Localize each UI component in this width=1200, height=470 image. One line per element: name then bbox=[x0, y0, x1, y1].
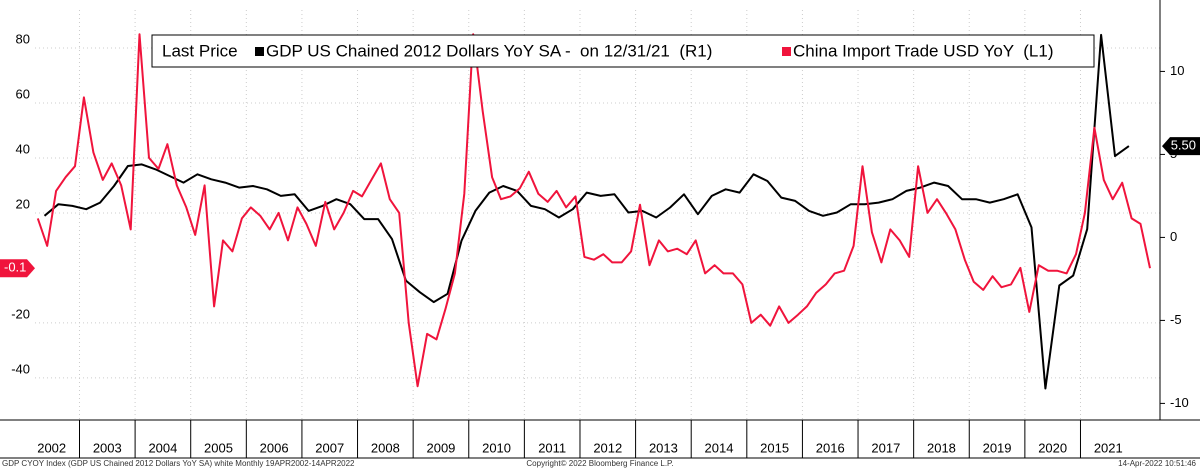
y2-tick-label: -5 bbox=[1170, 312, 1182, 327]
last-value-label: -0.1 bbox=[4, 260, 26, 275]
legend-title: Last Price bbox=[162, 41, 238, 60]
x-tick-label: 2016 bbox=[816, 440, 845, 455]
footer: Copyright© 2022 Bloomberg Finance L.P. bbox=[526, 459, 673, 468]
x-tick-label: 2011 bbox=[538, 440, 566, 455]
x-tick-label: 2021 bbox=[1094, 440, 1123, 455]
y2-tick-label: -10 bbox=[1170, 395, 1189, 410]
legend-swatch bbox=[255, 47, 264, 56]
y-tick-label: 40 bbox=[16, 141, 30, 156]
x-tick-label: 2009 bbox=[426, 440, 455, 455]
series-line bbox=[43, 33, 1130, 390]
x-tick-label: 2020 bbox=[1038, 440, 1067, 455]
x-tick-label: 2013 bbox=[649, 440, 678, 455]
x-tick-label: 2019 bbox=[983, 440, 1012, 455]
series-line bbox=[36, 33, 1151, 388]
y-tick-label: -20 bbox=[11, 306, 30, 321]
y2-tick-label: 0 bbox=[1170, 229, 1177, 244]
legend-swatch bbox=[782, 47, 791, 56]
y2-tick-label: 10 bbox=[1170, 63, 1184, 78]
y-tick-label: -40 bbox=[11, 361, 30, 376]
legend-label: GDP US Chained 2012 Dollars YoY SA - on … bbox=[266, 41, 712, 60]
last-value-label: 5.50 bbox=[1171, 138, 1196, 153]
x-tick-label: 2014 bbox=[705, 440, 734, 455]
legend-box bbox=[151, 34, 1095, 68]
x-tick-label: 2005 bbox=[204, 440, 233, 455]
last-value-tag bbox=[1162, 137, 1200, 156]
footer: GDP CYOY Index (GDP US Chained 2012 Doll… bbox=[2, 459, 355, 468]
x-tick-label: 2003 bbox=[93, 440, 122, 455]
x-tick-label: 2002 bbox=[37, 440, 66, 455]
legend-label: China Import Trade USD YoY (L1) bbox=[793, 41, 1054, 60]
plot bbox=[36, 33, 1151, 390]
x-tick-label: 2007 bbox=[315, 440, 344, 455]
x-tick-label: 2004 bbox=[148, 440, 177, 455]
x-tick-label: 2008 bbox=[371, 440, 400, 455]
footer: 14-Apr-2022 10:51:46 bbox=[1118, 459, 1196, 468]
y-tick-label: 80 bbox=[16, 31, 30, 46]
y-tick-label: 60 bbox=[16, 86, 30, 101]
x-tick-label: 2010 bbox=[482, 440, 511, 455]
last-value-tag bbox=[0, 259, 35, 278]
y-tick-label: 20 bbox=[16, 196, 30, 211]
x-tick-label: 2015 bbox=[760, 440, 789, 455]
x-tick-label: 2018 bbox=[927, 440, 956, 455]
x-tick-label: 2012 bbox=[593, 440, 622, 455]
x-tick-label: 2017 bbox=[871, 440, 900, 455]
x-tick-label: 2006 bbox=[260, 440, 289, 455]
